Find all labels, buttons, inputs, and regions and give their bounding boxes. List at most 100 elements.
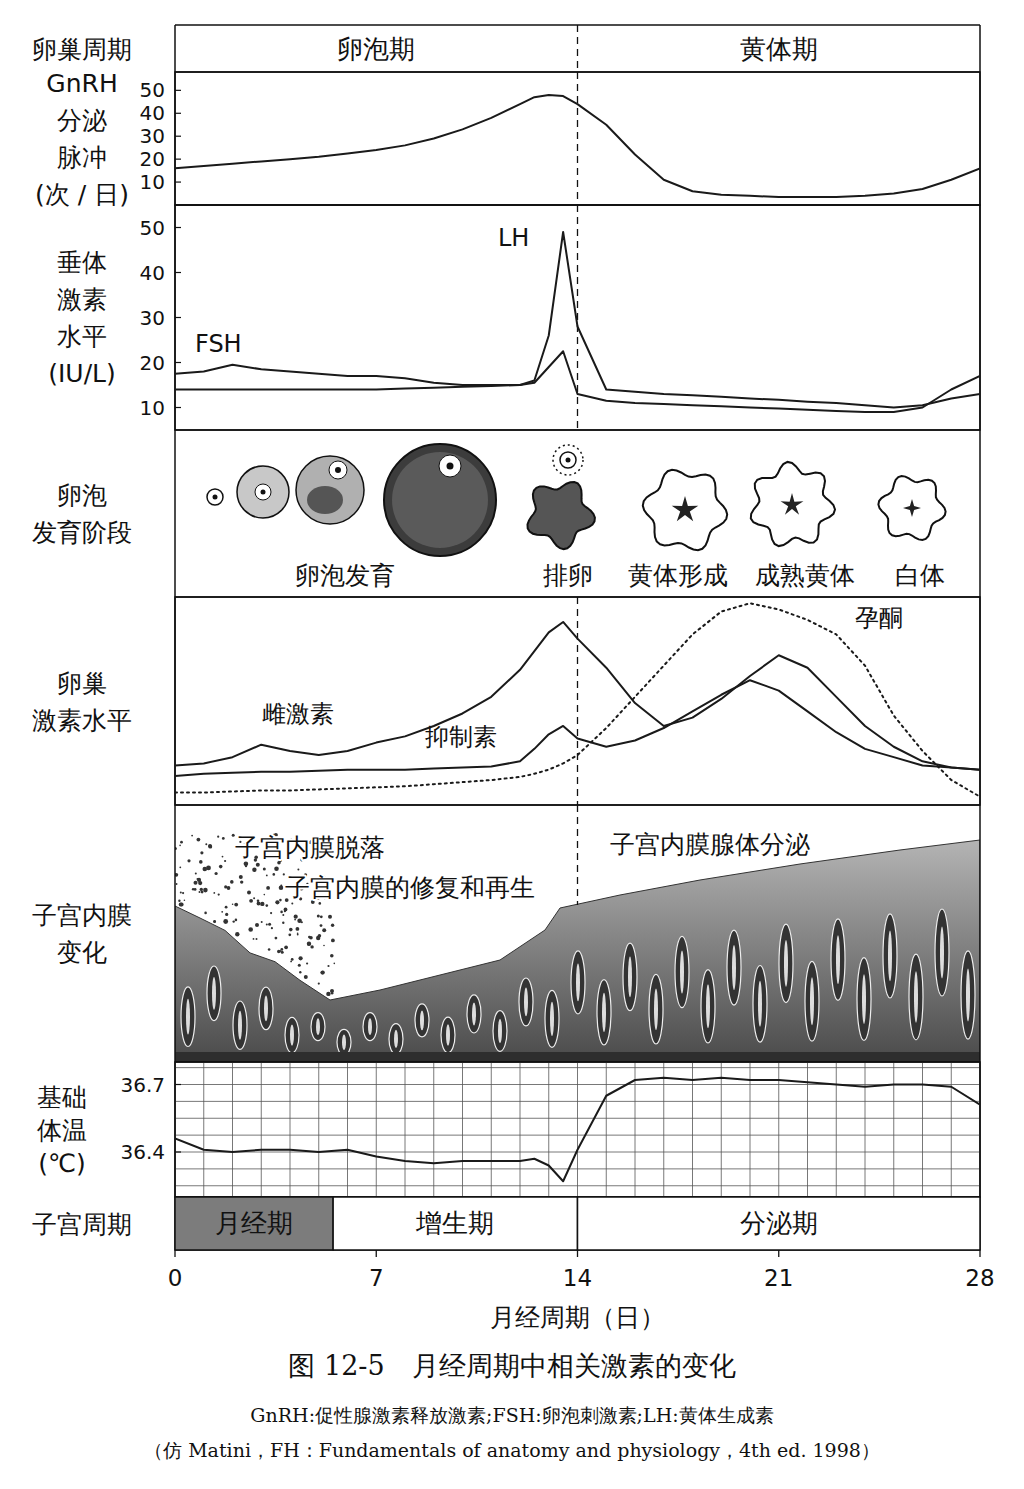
y-tick [175, 113, 181, 114]
grid-line-x [750, 1062, 751, 1197]
gland [233, 1001, 247, 1049]
gland [675, 936, 689, 1007]
uterine-phase-label: 月经期 [215, 1208, 293, 1238]
oocyte [329, 461, 347, 479]
uterine-phase-cell [333, 1197, 577, 1250]
shed-tissue [253, 938, 255, 940]
shed-tissue [318, 983, 320, 985]
shed-tissue [309, 936, 313, 940]
shed-tissue [240, 880, 243, 883]
shed-tissue [208, 844, 212, 848]
gland-lumen [498, 1019, 502, 1043]
x-axis: 07142128月经周期（日） [168, 1250, 995, 1332]
grid-line-x [347, 1062, 348, 1197]
shed-tissue [280, 948, 283, 951]
shed-tissue [257, 902, 261, 906]
shed-tissue [224, 885, 227, 888]
shed-tissue [304, 975, 308, 979]
chart-0: 1020304050 [140, 72, 980, 205]
shed-tissue [222, 856, 224, 858]
shed-tissue [261, 921, 263, 923]
gland [545, 990, 559, 1047]
shed-tissue [252, 868, 256, 872]
row-label: 子宫周期 [32, 1210, 132, 1239]
series-lines [175, 603, 980, 796]
ovarian-phase-label: 黄体期 [740, 34, 818, 64]
row-label: 水平 [57, 322, 107, 351]
primary-follicle [237, 466, 289, 518]
follicle-illustration [207, 444, 946, 556]
chart-3: 36.436.7 [120, 1062, 980, 1197]
caption-note: GnRH:促性腺激素释放激素;FSH:卵泡刺激素;LH:黄体生成素 [250, 1404, 773, 1426]
shed-tissue [266, 875, 268, 877]
shed-tissue [326, 992, 330, 996]
oocyte [255, 484, 271, 500]
oocyte-nucleus [335, 467, 341, 473]
gland-lumen [810, 977, 814, 1025]
frame [175, 25, 980, 1250]
grid-line-x [261, 1062, 262, 1197]
shed-tissue [230, 880, 234, 884]
shed-tissue [199, 891, 201, 893]
grid-line-x [376, 1062, 377, 1197]
y-tick-label: 10 [140, 170, 165, 194]
shed-tissue [253, 897, 255, 899]
shed-tissue [301, 921, 303, 923]
shed-tissue [205, 843, 207, 845]
shed-tissue [203, 888, 208, 893]
oocyte [213, 495, 218, 500]
shed-tissue [247, 890, 251, 894]
row-label: 垂体 [57, 248, 107, 277]
shed-tissue [184, 900, 186, 902]
shed-tissue [194, 888, 197, 891]
shed-tissue [299, 956, 303, 960]
shed-tissue [179, 866, 181, 868]
y-tick [175, 272, 181, 273]
ovarian-phase-label: 卵泡期 [337, 34, 415, 64]
row-label: 激素 [57, 285, 107, 314]
series-line [175, 1078, 980, 1182]
y-tick [175, 407, 181, 408]
shed-tissue [219, 865, 223, 869]
shed-tissue [291, 903, 293, 905]
grid-line-x [893, 1062, 894, 1197]
shed-tissue [266, 886, 270, 890]
row-label: 基础 [37, 1083, 87, 1112]
row-label: 卵巢 [57, 669, 107, 698]
shed-tissue [274, 867, 279, 872]
gland-lumen [654, 988, 658, 1030]
shed-tissue [330, 989, 334, 993]
corpus-albicans [878, 476, 945, 540]
gland-lumen [940, 926, 944, 978]
shed-tissue [263, 868, 266, 871]
figure: 卵泡期黄体期10203040501020304050FSHLH雌激素抑制素孕酮3… [0, 0, 1024, 1489]
shed-tissue [266, 904, 269, 907]
row-label: (次 / 日) [35, 180, 129, 209]
shed-tissue [290, 961, 292, 963]
plot-frame [175, 597, 980, 805]
shed-tissue [299, 971, 301, 973]
grid-line-x [232, 1062, 233, 1197]
y-tick [175, 1084, 181, 1085]
grid-line-x [520, 1062, 521, 1197]
shed-tissue [291, 958, 294, 961]
shed-tissue [282, 922, 284, 924]
scar [903, 499, 921, 517]
shed-tissue [248, 927, 253, 932]
shed-tissue [221, 911, 223, 913]
gland-lumen [784, 940, 788, 987]
gland [753, 966, 767, 1043]
shed-tissue [223, 919, 228, 924]
shed-tissue [297, 918, 302, 923]
gland-lumen [316, 1018, 320, 1035]
shed-tissue [235, 919, 238, 922]
y-tick-label: 20 [140, 147, 165, 171]
shed-tissue [215, 872, 218, 875]
gland [467, 995, 481, 1033]
grid [175, 1062, 980, 1197]
y-tick [175, 317, 181, 318]
shed-tissue [279, 885, 284, 890]
row-label: 卵泡 [57, 481, 107, 510]
shed-tissue [288, 933, 291, 936]
shed-tissue [331, 939, 335, 943]
